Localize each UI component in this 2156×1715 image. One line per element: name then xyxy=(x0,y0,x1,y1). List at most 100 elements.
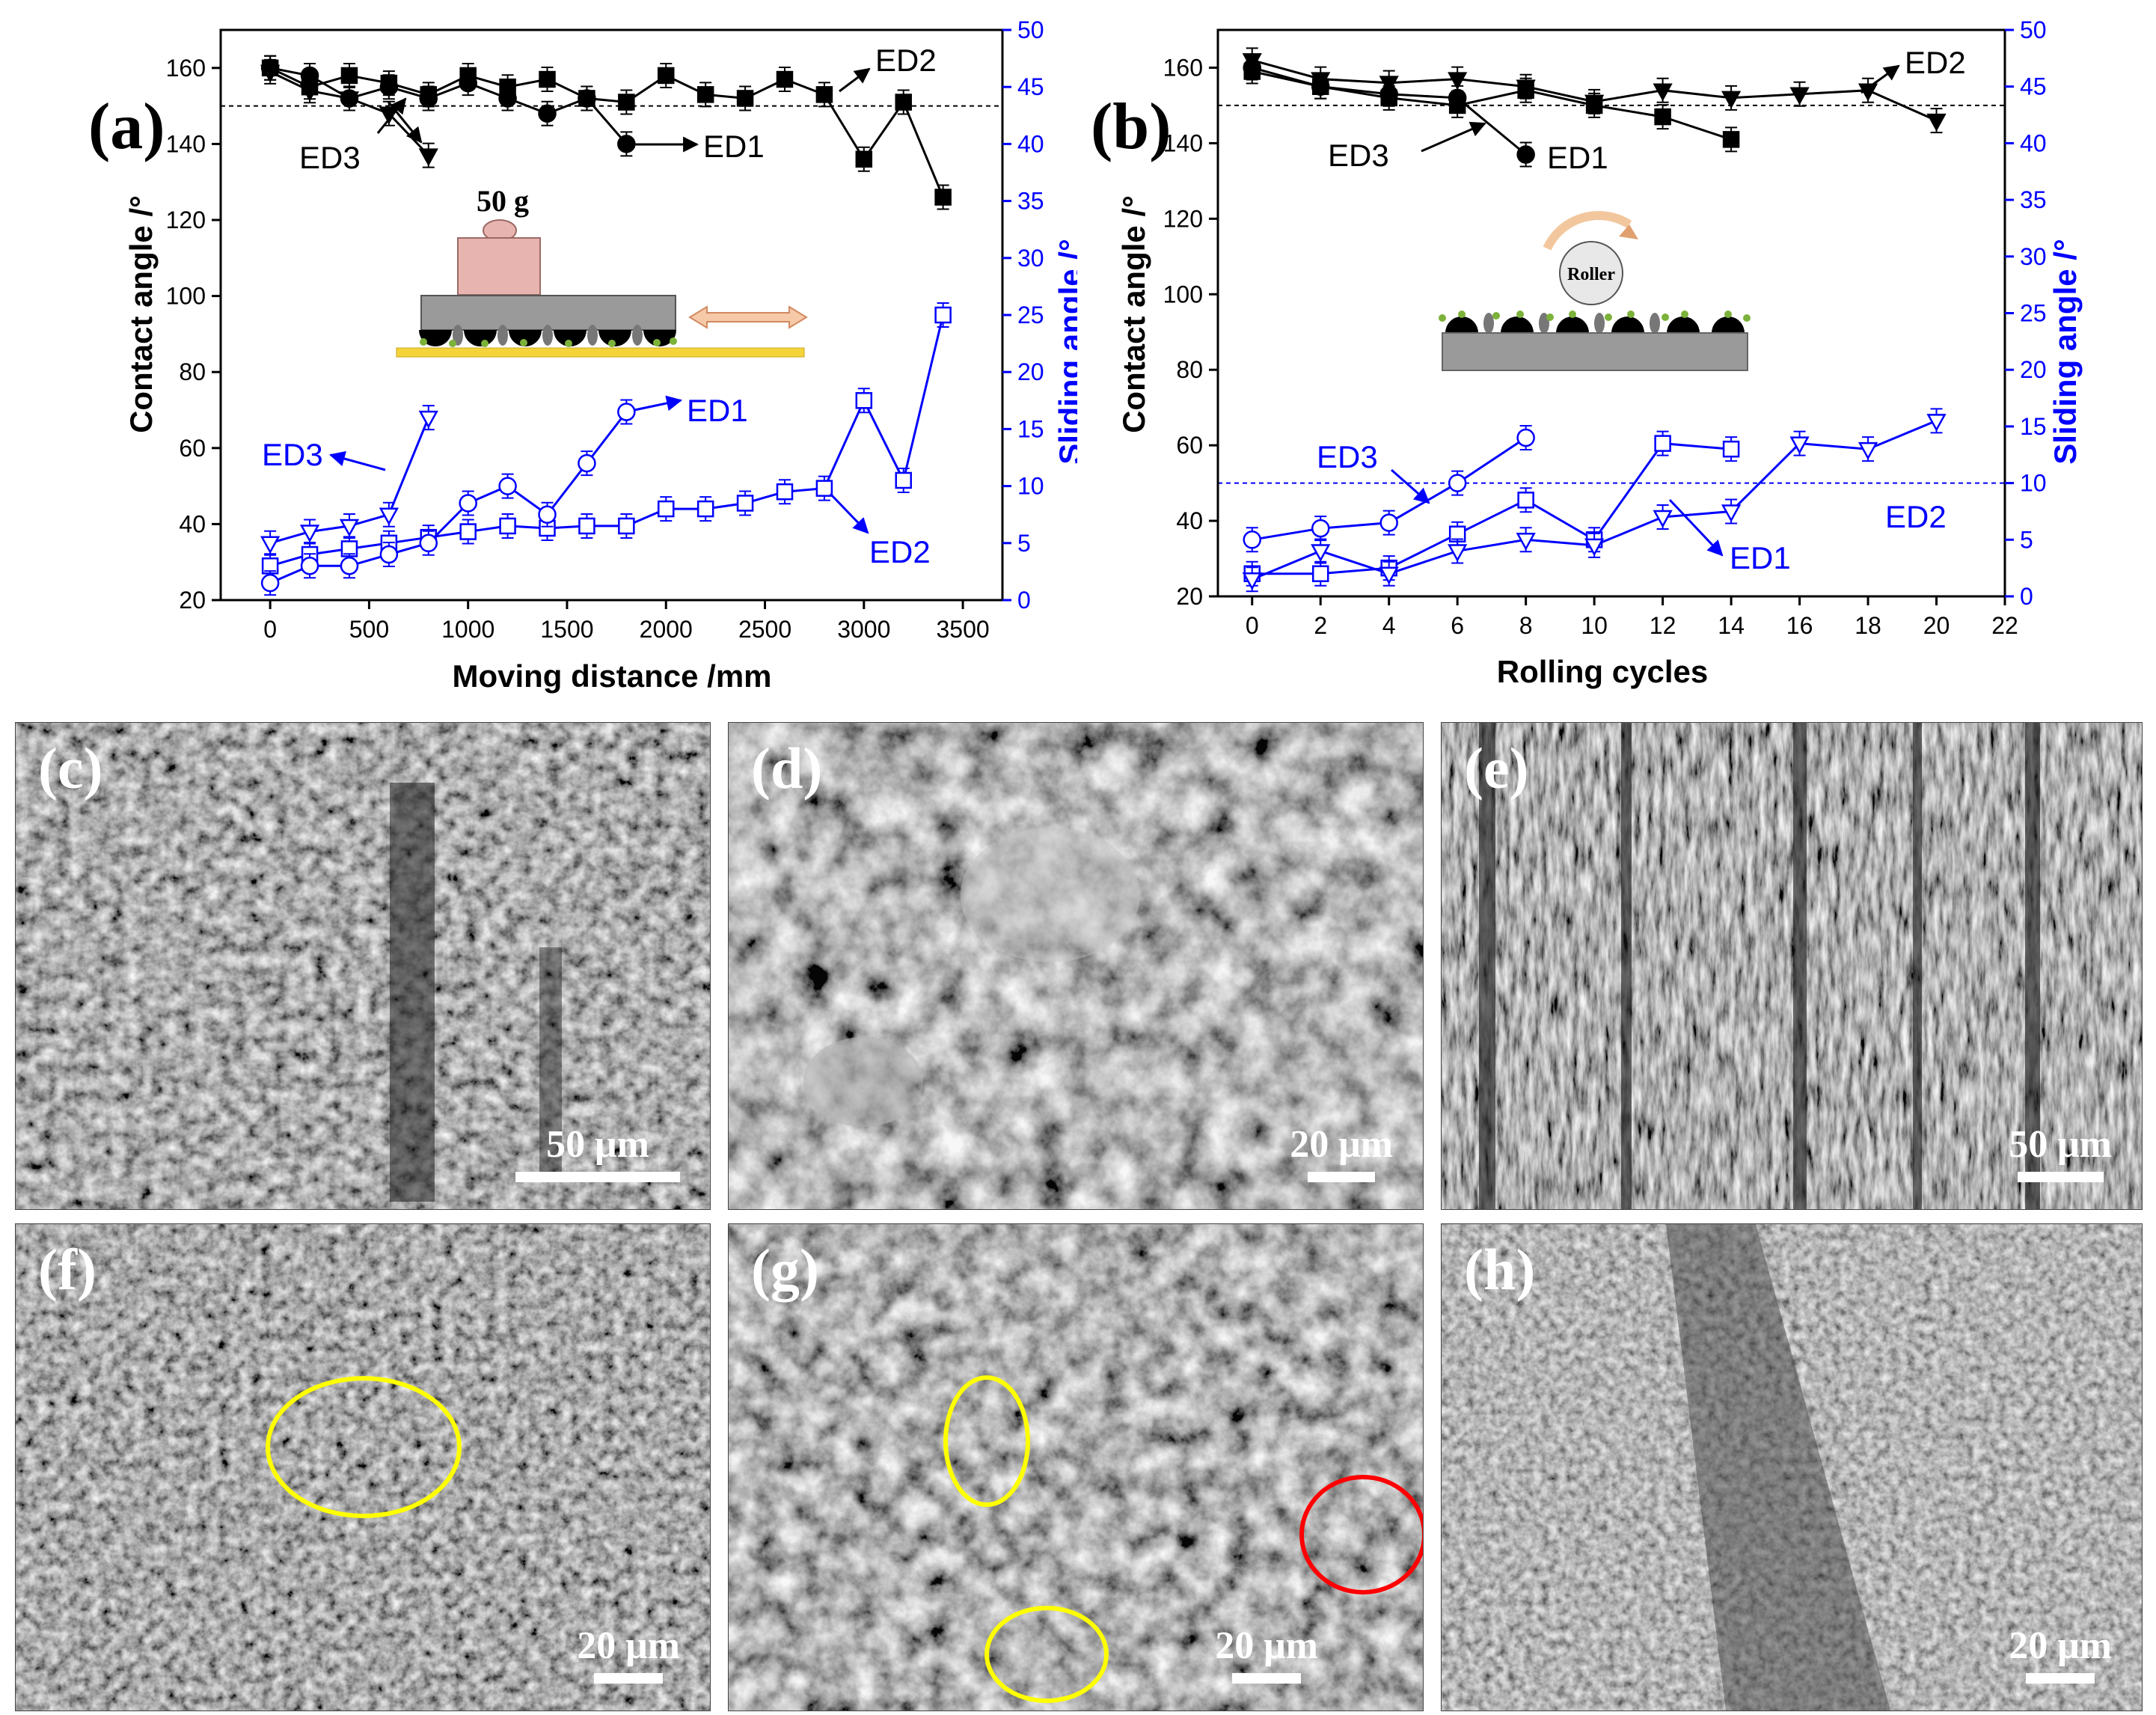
data-point-ed3-contact xyxy=(299,84,320,102)
x-tick-label: 14 xyxy=(1718,612,1745,639)
scale-bar: 20 μm xyxy=(2009,1627,2112,1684)
y-tick-label: 120 xyxy=(1163,205,1203,232)
weight-label: 50 g xyxy=(477,184,529,218)
y2-tick-label: 30 xyxy=(2020,243,2047,270)
x-tick-label: 3000 xyxy=(837,616,890,643)
label-ed3-sliding: ED3 xyxy=(262,437,323,472)
arrow-ed3-contact xyxy=(1421,121,1486,153)
data-point-ed2-contact xyxy=(340,67,358,85)
y-tick-label: 60 xyxy=(1176,432,1203,459)
label-ed2-contact: ED2 xyxy=(875,43,937,78)
y-axis-title: Contact angle /° xyxy=(123,195,159,433)
series-line-ed1-sliding xyxy=(1252,442,1732,575)
arrow-ed1-sliding xyxy=(634,395,683,412)
data-point-ed2-contact xyxy=(855,150,873,168)
roller-label: Roller xyxy=(1567,265,1615,284)
data-point-ed2-contact xyxy=(776,70,794,88)
y2-tick-label: 40 xyxy=(1017,130,1044,157)
data-point-ed2-sliding xyxy=(1584,538,1605,557)
x-tick-label: 0 xyxy=(1246,612,1259,639)
sem-image xyxy=(16,1224,710,1711)
sem-panel-c: (c) 50 μm xyxy=(15,722,711,1210)
data-point-ed2-sliding xyxy=(776,483,794,501)
data-point-ed2-contact xyxy=(618,94,635,111)
arrow-ed3-contact-a xyxy=(376,97,407,134)
data-point-ed1-sliding xyxy=(459,494,477,513)
sem-panel-f: (f) 20 μm xyxy=(15,1223,711,1711)
arrow-ed2-sliding xyxy=(829,492,869,534)
data-point-ed2-sliding xyxy=(1516,533,1536,551)
data-point-ed1-sliding xyxy=(498,477,517,495)
data-point-ed3-contact xyxy=(1448,88,1467,108)
y2-tick-label: 15 xyxy=(1017,415,1044,442)
data-point-ed2-contact xyxy=(1721,91,1742,109)
data-point-ed3-sliding xyxy=(418,410,438,429)
data-point-ed3-sliding xyxy=(260,536,281,554)
label-ed1-contact: ED1 xyxy=(1547,140,1608,175)
data-point-ed2-sliding xyxy=(618,517,635,535)
data-point-ed1-sliding xyxy=(379,545,399,564)
data-point-ed2-contact xyxy=(1789,87,1810,106)
scale-bar-text: 20 μm xyxy=(2009,1624,2112,1667)
data-point-ed3-sliding xyxy=(1311,519,1330,538)
arrow-ed3-contact-b xyxy=(387,101,423,144)
y-tick-label: 80 xyxy=(179,358,206,385)
data-point-ed2-sliding xyxy=(1448,544,1468,563)
arrow-ed3-sliding xyxy=(1391,468,1430,504)
data-point-ed2-sliding xyxy=(1311,544,1331,563)
panel-label: (e) xyxy=(1464,736,1529,801)
y-tick-label: 160 xyxy=(1163,54,1203,81)
x-axis-title: Rolling cycles xyxy=(1497,654,1708,689)
data-point-ed2-sliding xyxy=(1858,441,1878,460)
data-point-ed2-sliding xyxy=(1789,436,1810,455)
scale-bar: 50 μm xyxy=(2009,1125,2112,1182)
data-point-ed3-contact xyxy=(1516,145,1535,164)
y2-axis-title: Sliding angle /° xyxy=(1053,239,1077,465)
data-point-ed1-contact xyxy=(1585,97,1603,114)
y2-tick-label: 0 xyxy=(2020,583,2033,610)
sem-image xyxy=(729,1224,1423,1711)
scale-bar-text: 20 μm xyxy=(1215,1624,1318,1667)
y2-tick-label: 5 xyxy=(1017,530,1031,557)
data-point-ed1-sliding xyxy=(1722,440,1740,458)
y-tick-label: 160 xyxy=(166,55,206,82)
data-point-ed2-contact xyxy=(1653,83,1673,102)
scale-bar-text: 50 μm xyxy=(546,1123,649,1166)
data-point-ed3-contact xyxy=(339,91,360,110)
y2-tick-label: 35 xyxy=(2020,186,2047,213)
sem-panel-h: (h) 20 μm xyxy=(1441,1223,2143,1711)
data-point-ed2-sliding xyxy=(895,471,912,489)
y2-axis-title: Sliding angle /° xyxy=(2048,239,2083,465)
label-ed3-sliding: ED3 xyxy=(1317,439,1378,474)
data-point-ed3-sliding xyxy=(1516,428,1535,447)
data-point-ed1-contact xyxy=(459,73,477,93)
scale-bar: 20 μm xyxy=(577,1627,680,1684)
sem-panel-d: (d) 20 μm xyxy=(728,722,1424,1210)
x-tick-label: 20 xyxy=(1923,612,1950,639)
y-tick-label: 40 xyxy=(179,510,206,537)
data-point-ed2-contact xyxy=(895,94,912,111)
data-point-ed1-contact xyxy=(419,89,438,108)
data-point-ed2-sliding xyxy=(815,480,833,497)
x-tick-label: 12 xyxy=(1650,612,1676,639)
label-ed2-sliding: ED2 xyxy=(869,534,931,569)
y2-tick-label: 40 xyxy=(2020,129,2047,156)
label-ed1-sliding: ED1 xyxy=(1730,540,1791,575)
highlight-ellipse xyxy=(984,1606,1109,1703)
x-tick-label: 8 xyxy=(1519,612,1533,639)
data-point-ed1-sliding xyxy=(578,453,596,473)
y-tick-label: 140 xyxy=(1163,129,1203,156)
highlight-ellipse xyxy=(266,1376,462,1518)
data-point-ed1-contact xyxy=(1722,131,1740,148)
x-tick-label: 1500 xyxy=(540,616,593,643)
data-point-ed3-contact xyxy=(1243,58,1261,77)
y2-tick-label: 25 xyxy=(2020,300,2047,327)
data-point-ed2-sliding xyxy=(1242,572,1262,590)
panel-label: (f) xyxy=(38,1237,97,1302)
panel-label-a: (a) xyxy=(88,91,165,163)
scale-bar: 20 μm xyxy=(1215,1627,1318,1684)
arrow-ed3-sliding xyxy=(328,450,386,471)
data-point-ed3-sliding xyxy=(1379,513,1398,532)
data-point-ed1-contact xyxy=(578,89,596,108)
x-tick-label: 500 xyxy=(349,616,389,643)
